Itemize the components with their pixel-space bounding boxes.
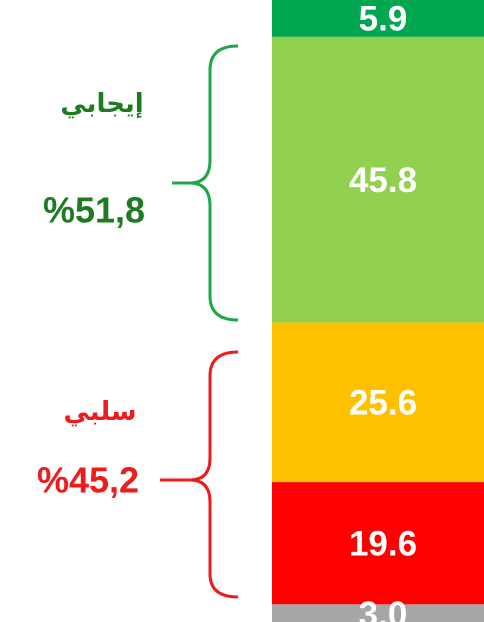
bar-segment <box>272 0 484 37</box>
value-label: 5.9 <box>359 0 408 39</box>
bar-segment <box>272 604 484 622</box>
bar-segment <box>272 482 484 605</box>
value-label: 19.6 <box>349 524 417 563</box>
annotation-total: %45,2 <box>37 460 139 501</box>
bar-segment <box>272 322 484 483</box>
brace-positive <box>189 44 239 322</box>
annotation-total: %51,8 <box>43 190 145 231</box>
value-label: 25.6 <box>349 383 417 422</box>
value-label: 45.8 <box>349 161 417 200</box>
brace-negative <box>189 350 239 599</box>
annotation-label: سلبي <box>63 396 136 426</box>
annotation-label: إيجابي <box>60 88 143 119</box>
value-label: 3.0 <box>359 595 408 622</box>
bar-segment <box>272 36 484 323</box>
